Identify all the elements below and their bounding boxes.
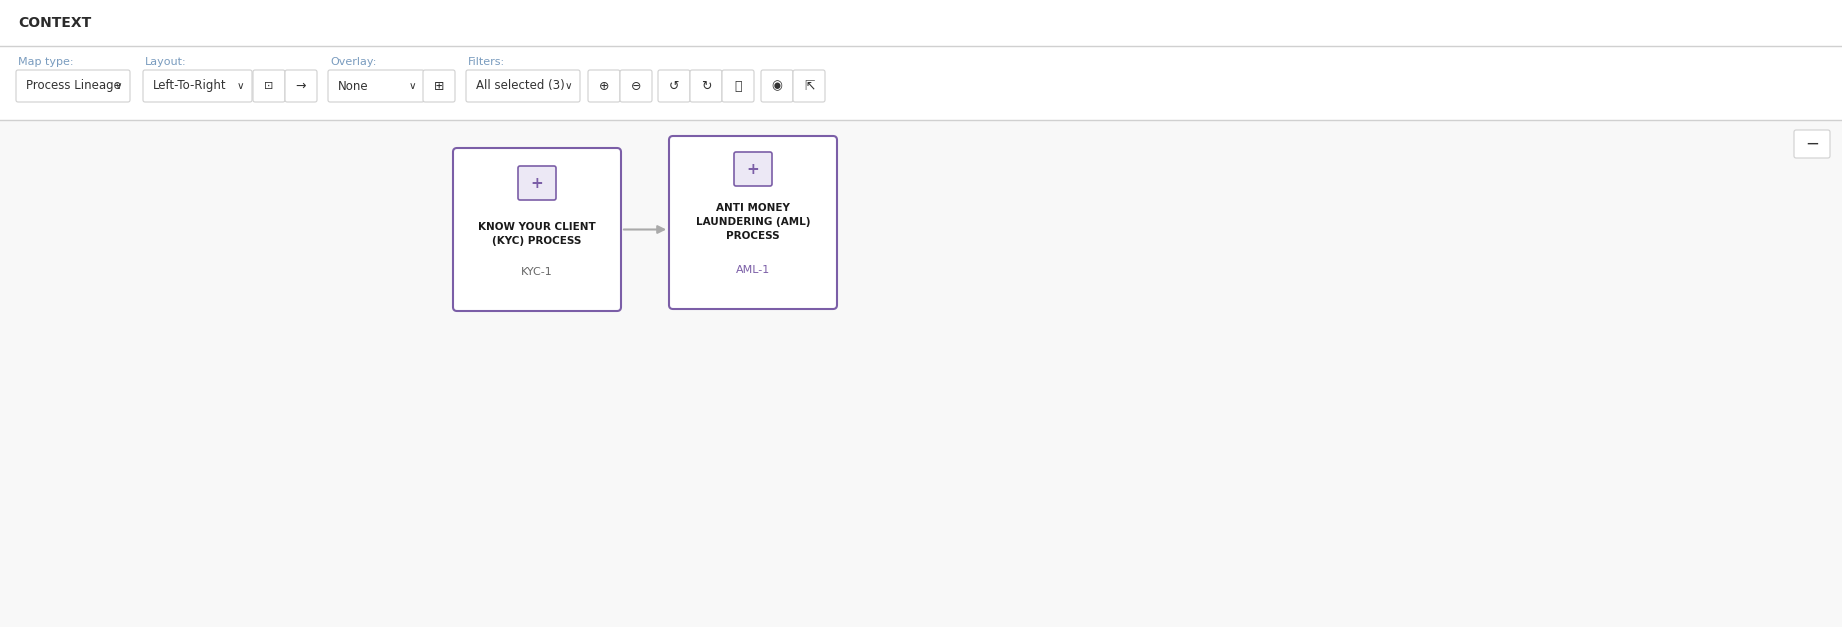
Text: ⇱: ⇱	[803, 80, 814, 93]
FancyBboxPatch shape	[17, 70, 131, 102]
Text: LAUNDERING (AML): LAUNDERING (AML)	[696, 217, 810, 227]
FancyBboxPatch shape	[328, 70, 424, 102]
FancyBboxPatch shape	[621, 70, 652, 102]
FancyBboxPatch shape	[669, 136, 836, 309]
Text: +: +	[746, 162, 759, 176]
Text: ↻: ↻	[700, 80, 711, 93]
Text: Layout:: Layout:	[146, 57, 186, 67]
FancyBboxPatch shape	[0, 120, 1842, 627]
Text: KNOW YOUR CLIENT: KNOW YOUR CLIENT	[479, 222, 595, 232]
FancyBboxPatch shape	[1794, 130, 1829, 158]
Text: ANTI MONEY: ANTI MONEY	[717, 203, 790, 213]
Text: 💾: 💾	[735, 80, 742, 93]
Text: Overlay:: Overlay:	[330, 57, 376, 67]
Text: −: −	[1805, 135, 1818, 153]
FancyBboxPatch shape	[722, 70, 753, 102]
FancyBboxPatch shape	[691, 70, 722, 102]
Text: ◉: ◉	[772, 80, 783, 93]
FancyBboxPatch shape	[794, 70, 825, 102]
FancyBboxPatch shape	[518, 166, 556, 200]
FancyBboxPatch shape	[453, 148, 621, 311]
FancyBboxPatch shape	[658, 70, 691, 102]
Text: ↺: ↺	[669, 80, 680, 93]
Text: (KYC) PROCESS: (KYC) PROCESS	[492, 236, 582, 246]
FancyBboxPatch shape	[286, 70, 317, 102]
Text: ⊖: ⊖	[630, 80, 641, 93]
Text: PROCESS: PROCESS	[726, 231, 779, 241]
Text: Map type:: Map type:	[18, 57, 74, 67]
Text: ∨: ∨	[564, 81, 571, 91]
FancyBboxPatch shape	[466, 70, 580, 102]
FancyBboxPatch shape	[0, 46, 1842, 120]
Text: ∨: ∨	[236, 81, 243, 91]
Text: ⊡: ⊡	[263, 81, 274, 91]
Text: ∨: ∨	[409, 81, 416, 91]
FancyBboxPatch shape	[588, 70, 621, 102]
FancyBboxPatch shape	[144, 70, 252, 102]
FancyBboxPatch shape	[424, 70, 455, 102]
FancyBboxPatch shape	[761, 70, 794, 102]
Text: AML-1: AML-1	[735, 265, 770, 275]
Text: None: None	[337, 80, 368, 93]
FancyBboxPatch shape	[252, 70, 286, 102]
Text: Filters:: Filters:	[468, 57, 505, 67]
Text: CONTEXT: CONTEXT	[18, 16, 92, 30]
Text: ∨: ∨	[114, 81, 122, 91]
Text: ⊞: ⊞	[433, 80, 444, 93]
Text: →: →	[297, 80, 306, 93]
Text: Process Lineage: Process Lineage	[26, 80, 122, 93]
Text: Left-To-Right: Left-To-Right	[153, 80, 227, 93]
Text: ⊕: ⊕	[599, 80, 610, 93]
Text: +: +	[530, 176, 543, 191]
Text: All selected (3): All selected (3)	[475, 80, 565, 93]
Text: KYC-1: KYC-1	[521, 267, 553, 277]
FancyBboxPatch shape	[733, 152, 772, 186]
